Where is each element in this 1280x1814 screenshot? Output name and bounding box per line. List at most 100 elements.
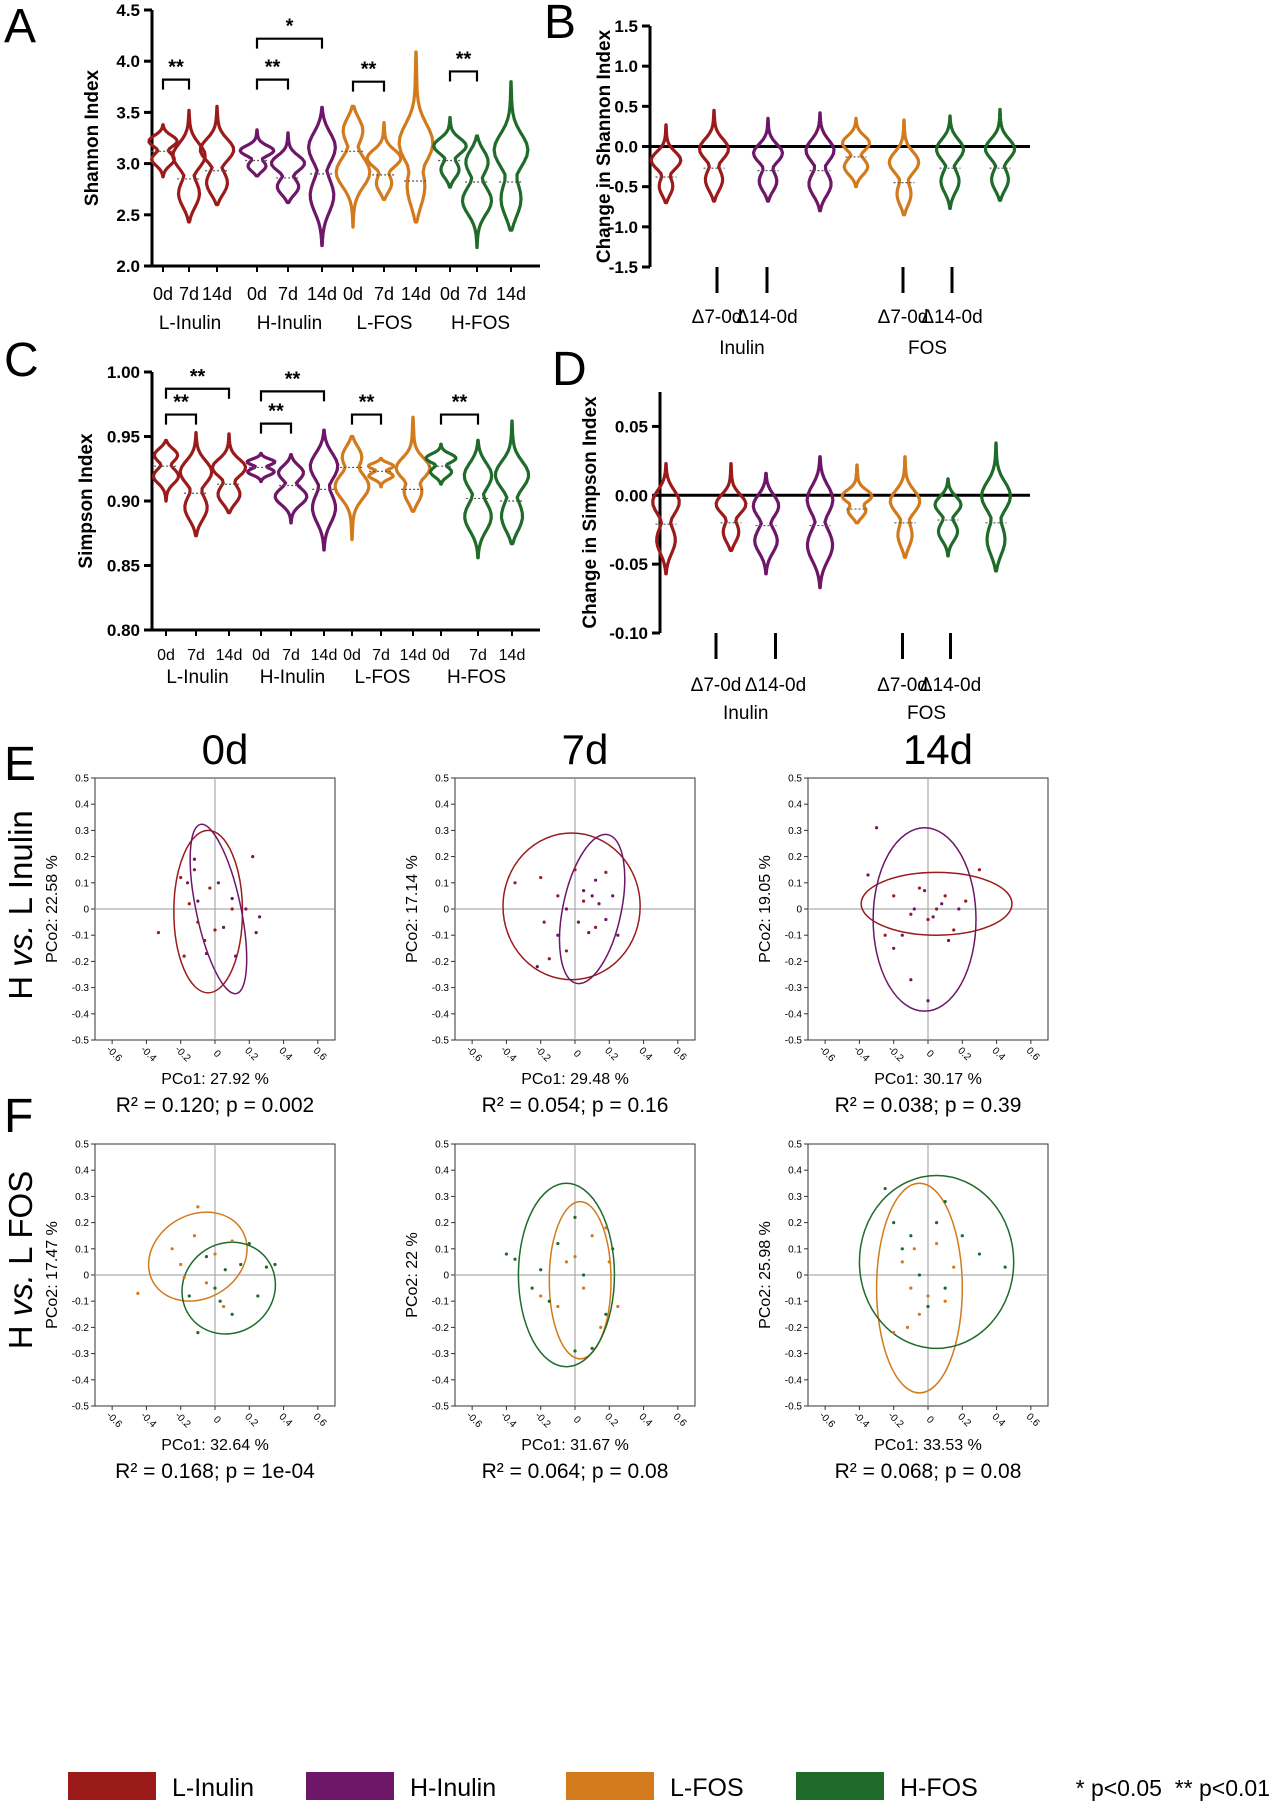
x-tick-label: 0.6 (671, 1045, 689, 1063)
point-h-fos (909, 1234, 913, 1238)
point-l-inulin (513, 881, 517, 885)
violin-h-fos-14-0d (983, 107, 1017, 202)
y-tick-label: 0.3 (788, 826, 802, 837)
x-tick-label: 7d (179, 284, 199, 304)
x-tick-label: 0 (924, 1414, 936, 1426)
y-axis-title: Change in Simpson Index (580, 396, 601, 629)
group-label-l-inulin: L-Inulin (166, 667, 228, 688)
ellipse-h-fos (858, 1174, 1015, 1350)
violin-h-inulin-14-0d (805, 455, 835, 590)
violin-h-inulin-14-0d (804, 111, 836, 213)
x-tick-label: 0d (343, 647, 361, 664)
point-l-fos (573, 1255, 577, 1259)
y-tick-label: -0.5 (72, 1036, 90, 1047)
y-tick-label: -0.2 (785, 1323, 803, 1334)
point-l-inulin (892, 894, 896, 898)
x-tick-label: -0.6 (464, 1044, 484, 1064)
x-tick-label: Δ14-0d (920, 675, 981, 696)
row-label-suffix: L Inulin (2, 810, 39, 924)
category-group-inulin: Inulin (719, 338, 764, 359)
point-h-fos (611, 1247, 615, 1251)
point-h-fos (883, 1186, 887, 1191)
violin-h-inulin-0d (245, 451, 277, 484)
y-tick-label: 1.00 (107, 363, 140, 382)
y-tick-label: 0.3 (788, 1192, 802, 1203)
significance-marker: ** (173, 392, 189, 414)
point-l-inulin (926, 917, 930, 922)
point-l-fos (599, 1325, 603, 1329)
x-tick-label: 0.6 (671, 1411, 689, 1429)
y-tick-label: 0.85 (107, 557, 140, 576)
permanova-stat: R² = 0.168; p = 1e-04 (115, 1460, 315, 1483)
x-tick-label: 0.4 (637, 1411, 655, 1429)
permanova-stat: R² = 0.120; p = 0.002 (116, 1094, 314, 1117)
x-tick-label: 0.4 (277, 1045, 295, 1063)
x-tick-label: 0.4 (990, 1411, 1008, 1429)
violin-l-fos-0d (334, 104, 372, 229)
y-tick-label: -0.1 (432, 931, 450, 942)
x-tick-label: -0.6 (104, 1044, 124, 1064)
x-tick-label: Δ7-0d (691, 675, 742, 696)
x-axis-title: PCo1: 33.53 % (874, 1437, 982, 1454)
violin-h-fos-0d (432, 115, 468, 189)
y-tick-label: 0.5 (75, 1140, 89, 1151)
x-tick-label: -0.2 (532, 1410, 552, 1430)
y-tick-label: 0.2 (75, 1218, 89, 1229)
point-h-inulin (931, 915, 935, 919)
point-l-fos (900, 1260, 904, 1264)
x-tick-label: Δ7-0d (692, 307, 743, 328)
x-tick-label: 7d (372, 647, 390, 664)
category-group-fos: FOS (908, 338, 947, 359)
x-axis-title: PCo1: 30.17 % (874, 1071, 982, 1088)
point-l-fos (564, 1260, 569, 1264)
x-tick-label: 0.2 (955, 1045, 973, 1063)
group-label-l-fos: L-FOS (355, 667, 411, 688)
y-tick-label: 0.3 (75, 1192, 89, 1203)
violin-l-inulin-14-0d (697, 108, 731, 203)
x-tick-label: -0.2 (172, 1410, 192, 1430)
x-tick-label: 0.2 (602, 1045, 620, 1063)
y-tick-label: -0.2 (72, 957, 90, 968)
point-l-inulin (556, 894, 560, 898)
violin-h-inulin-7d (273, 453, 309, 525)
violin-l-inulin-0d (151, 438, 181, 503)
permanova-stat: R² = 0.038; p = 0.39 (835, 1094, 1022, 1117)
x-axis-title: PCo1: 31.67 % (521, 1437, 629, 1454)
y-tick-label: -0.3 (785, 1349, 803, 1360)
x-tick-label: -0.6 (817, 1044, 837, 1064)
point-h-fos (604, 1312, 608, 1316)
x-tick-label: 0.6 (311, 1411, 329, 1429)
x-tick-label: 0d (432, 647, 450, 664)
point-l-inulin (542, 920, 546, 924)
x-tick-label: 0.2 (242, 1411, 260, 1429)
y-tick-label: 0 (443, 905, 449, 916)
violin-l-fos-14d (394, 415, 432, 513)
x-tick-label: 0.4 (277, 1411, 295, 1429)
point-l-inulin (934, 907, 939, 911)
y-tick-label: -0.2 (432, 1323, 450, 1334)
point-l-fos (182, 1276, 186, 1280)
point-h-inulin (581, 889, 586, 893)
y-tick-label: -0.1 (432, 1297, 450, 1308)
x-tick-label: 0.6 (1024, 1045, 1042, 1063)
figure-legend: L-Inulin H-Inulin L-FOS H-FOS * p<0.05 *… (68, 1772, 1270, 1802)
point-l-inulin (593, 925, 598, 929)
point-l-fos (943, 1299, 947, 1303)
x-tick-label: Δ14-0d (736, 307, 797, 328)
panel-letter: E (4, 738, 36, 791)
violin-h-fos-7-0d (934, 114, 966, 210)
y-tick-label: -0.4 (72, 1375, 90, 1386)
violin-h-fos-14d (493, 419, 531, 546)
significance-marker: ** (456, 48, 472, 70)
pcoa-plot-title: 7d (562, 726, 609, 773)
x-tick-label: 0.6 (311, 1045, 329, 1063)
group-label-h-fos: H-FOS (447, 667, 506, 688)
x-tick-label: -0.6 (464, 1410, 484, 1430)
y-tick-label: 0.4 (75, 1166, 89, 1177)
category-group-inulin: Inulin (723, 703, 768, 724)
significance-marker: ** (265, 57, 281, 79)
x-tick-label: 0.4 (637, 1045, 655, 1063)
point-h-inulin (254, 930, 258, 935)
significance-bracket (161, 78, 191, 90)
pcoa-plot-title: 0d (202, 726, 249, 773)
